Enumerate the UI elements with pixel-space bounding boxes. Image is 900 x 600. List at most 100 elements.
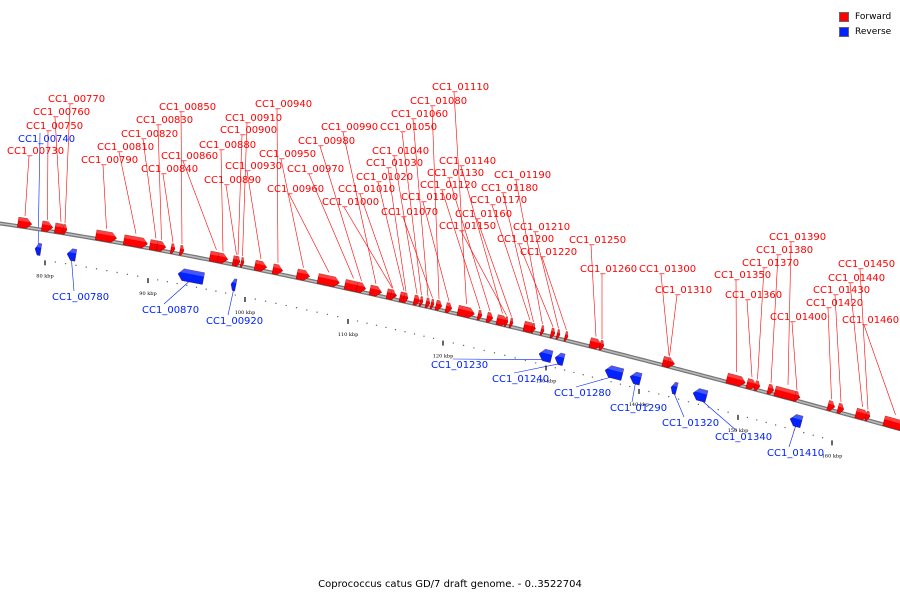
gene-CC1_01130[interactable] [485, 312, 495, 323]
gene-CC1_00850[interactable] [178, 245, 185, 256]
gene-CC1_00810[interactable] [122, 234, 149, 249]
gene-arrow[interactable] [444, 302, 453, 314]
gene-arrow[interactable] [826, 400, 836, 412]
gene-arrow[interactable] [412, 294, 421, 306]
gene-CC1_01360[interactable] [745, 378, 758, 390]
gene-CC1_01060[interactable] [424, 297, 432, 309]
gene-arrow[interactable] [503, 316, 509, 327]
gene-CC1_01160[interactable] [508, 317, 515, 329]
gene-arrow[interactable] [177, 268, 205, 285]
gene-CC1_01290[interactable] [629, 370, 643, 386]
gene-CC1_01400[interactable] [793, 391, 801, 402]
gene-CC1_01340[interactable] [691, 387, 709, 403]
gene-arrow[interactable] [66, 248, 78, 262]
gene-CC1_00900[interactable] [234, 256, 241, 267]
gene-arrow[interactable] [476, 309, 483, 321]
gene-arrow[interactable] [588, 337, 603, 351]
gene-arrow[interactable] [418, 296, 424, 307]
gene-arrow[interactable] [456, 305, 476, 319]
gene-arrow[interactable] [94, 229, 117, 243]
gene-arrow[interactable] [549, 327, 556, 339]
gene-arrow[interactable] [234, 256, 241, 267]
gene-CC1_01220[interactable] [563, 331, 570, 342]
gene-CC1_01310[interactable] [666, 357, 673, 368]
gene-CC1_01240[interactable] [554, 351, 566, 366]
gene-arrow[interactable] [598, 339, 605, 351]
gene-arrow[interactable] [666, 357, 672, 368]
gene-arrow[interactable] [316, 273, 341, 288]
gene-arrow[interactable] [629, 371, 643, 386]
gene-arrow[interactable] [295, 268, 311, 281]
gene-arrow[interactable] [122, 234, 148, 249]
gene-arrow[interactable] [836, 402, 845, 414]
gene-arrow[interactable] [17, 217, 33, 229]
gene-arrow[interactable] [766, 383, 775, 395]
gene-arrow[interactable] [434, 299, 443, 311]
gene-CC1_00790[interactable] [94, 229, 118, 243]
gene-arrow[interactable] [563, 331, 569, 342]
gene-CC1_01110[interactable] [456, 305, 476, 319]
gene-CC1_00990[interactable] [368, 284, 383, 297]
gene-arrow[interactable] [864, 410, 872, 422]
gene-arrow[interactable] [271, 263, 284, 276]
gene-arrow[interactable] [793, 391, 800, 402]
gene-arrow[interactable] [691, 387, 709, 403]
gene-CC1_00960[interactable] [316, 273, 341, 288]
gene-CC1_01200[interactable] [549, 327, 557, 339]
gene-arrow[interactable] [745, 378, 758, 390]
gene-arrow[interactable] [239, 257, 245, 268]
gene-CC1_01410[interactable] [788, 413, 804, 428]
gene-CC1_01380[interactable] [766, 383, 776, 395]
gene-arrow[interactable] [178, 245, 185, 256]
gene-CC1_01150[interactable] [503, 316, 510, 327]
gene-arrow[interactable] [368, 284, 383, 297]
gene-CC1_01280[interactable] [604, 364, 625, 381]
gene-CC1_01050[interactable] [418, 296, 425, 307]
gene-arrow[interactable] [539, 325, 545, 336]
gene-arrow[interactable] [355, 281, 367, 294]
gene-CC1_01390[interactable] [773, 385, 802, 402]
gene-CC1_00870[interactable] [177, 267, 205, 285]
gene-arrow[interactable] [604, 364, 625, 381]
gene-arrow[interactable] [555, 329, 561, 340]
gene-arrow[interactable] [216, 252, 229, 265]
gene-CC1_01260[interactable] [598, 339, 606, 351]
gene-CC1_01250[interactable] [588, 337, 603, 351]
gene-CC1_01230[interactable] [538, 347, 554, 363]
gene-CC1_01190[interactable] [539, 325, 546, 336]
gene-arrow[interactable] [538, 348, 554, 363]
gene-arrow[interactable] [554, 352, 566, 366]
gene-CC1_01430[interactable] [836, 402, 846, 414]
gene-arrow[interactable] [530, 322, 536, 334]
gene-CC1_01030[interactable] [402, 292, 410, 304]
gene-CC1_00930[interactable] [253, 259, 268, 272]
gene-CC1_00910[interactable] [239, 257, 245, 268]
gene-arrow[interactable] [424, 297, 431, 309]
gene-arrow[interactable] [155, 240, 167, 252]
gene-CC1_01450[interactable] [864, 410, 872, 422]
gene-CC1_01070[interactable] [429, 298, 436, 310]
gene-arrow[interactable] [402, 292, 409, 304]
gene-CC1_01420[interactable] [826, 400, 837, 412]
gene-CC1_00950[interactable] [295, 268, 311, 281]
gene-CC1_00940[interactable] [271, 263, 284, 276]
gene-arrow[interactable] [169, 243, 176, 254]
gene-arrow[interactable] [62, 224, 68, 235]
gene-arrow[interactable] [508, 317, 514, 329]
gene-CC1_01350[interactable] [725, 372, 747, 388]
gene-CC1_00840[interactable] [169, 243, 176, 254]
gene-arrow[interactable] [429, 298, 435, 310]
gene-CC1_01210[interactable] [555, 329, 562, 340]
gene-CC1_01320[interactable] [669, 381, 679, 395]
gene-CC1_00880[interactable] [216, 252, 229, 265]
gene-arrow[interactable] [230, 278, 238, 292]
gene-CC1_00980[interactable] [355, 281, 367, 294]
gene-CC1_01010[interactable] [389, 289, 397, 301]
gene-arrow[interactable] [485, 312, 494, 323]
gene-arrow[interactable] [389, 289, 396, 301]
gene-arrow[interactable] [253, 259, 268, 272]
gene-CC1_00830[interactable] [155, 240, 167, 252]
gene-arrow[interactable] [41, 220, 54, 233]
gene-CC1_00750[interactable] [41, 220, 54, 233]
gene-CC1_01080[interactable] [434, 299, 443, 311]
